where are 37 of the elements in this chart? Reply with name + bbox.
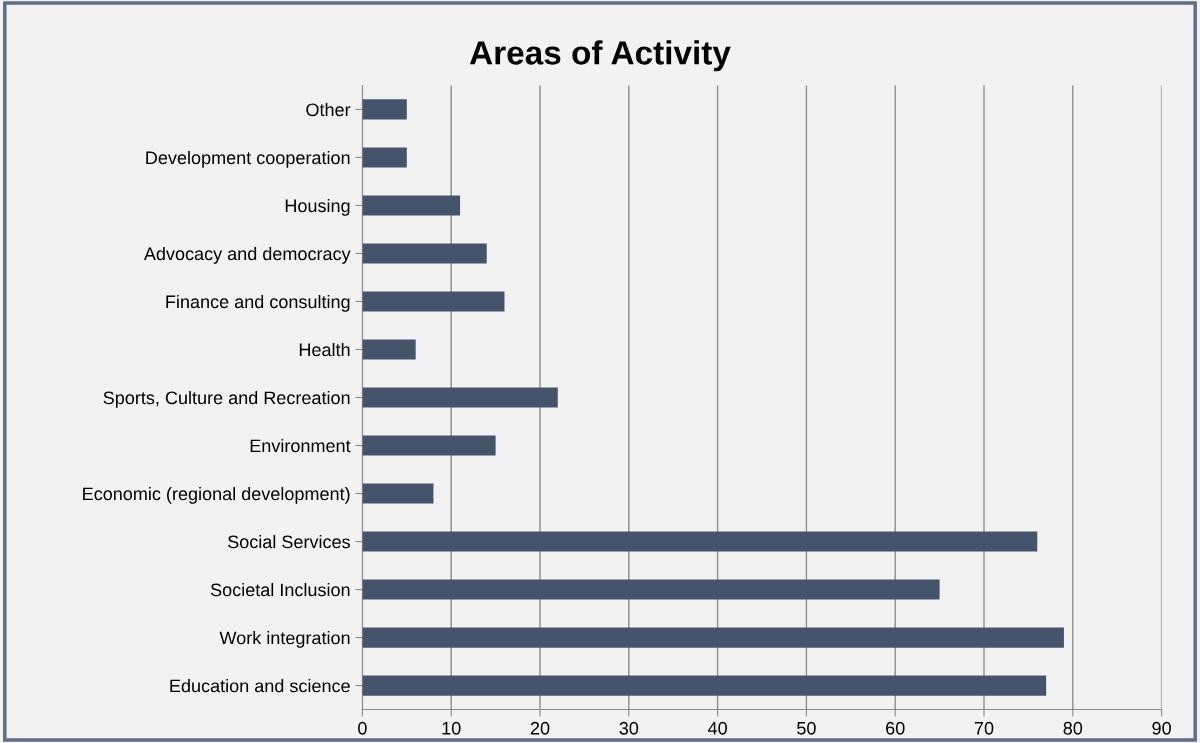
bar	[362, 483, 434, 504]
bar	[362, 435, 496, 456]
y-tick-label: Economic (regional development)	[83, 486, 350, 504]
x-tick-label: 60	[886, 721, 905, 735]
bar	[362, 339, 416, 360]
y-tick-label: Social Services	[227, 534, 350, 549]
bar	[362, 147, 407, 168]
y-tick-label: Societal Inclusion	[210, 583, 350, 597]
y-tick-label: Housing	[285, 198, 350, 216]
y-tick-label: Health	[299, 342, 350, 357]
y-tick-label: Sports, Culture and Recreation	[103, 390, 350, 408]
bar	[362, 675, 1047, 696]
x-tick-label: 20	[530, 721, 550, 735]
bar	[362, 387, 558, 408]
x-tick-label: 30	[619, 721, 639, 735]
chart-title: Areas of Activity	[469, 40, 731, 72]
x-tick-label: 10	[442, 721, 461, 735]
y-tick-label: Environment	[250, 438, 351, 453]
bar	[362, 291, 505, 312]
x-tick-label: 90	[1152, 721, 1171, 735]
y-tick-label: Advocacy and democracy	[143, 246, 351, 264]
x-tick-label: 0	[358, 721, 367, 735]
bar	[362, 243, 487, 264]
y-tick-label: Finance and consulting	[166, 294, 350, 312]
bar	[362, 99, 407, 120]
x-tick-label: 40	[707, 721, 727, 735]
x-tick-label: 80	[1063, 721, 1083, 735]
x-tick-label: 70	[974, 721, 994, 735]
x-tick-label: 50	[797, 721, 816, 735]
bar	[362, 627, 1064, 648]
y-tick-label: Education and science	[170, 679, 350, 693]
bar	[362, 579, 940, 600]
y-tick-label: Other	[306, 102, 351, 117]
bar	[362, 195, 461, 216]
bar	[362, 531, 1038, 552]
y-tick-label: Work integration	[219, 631, 350, 648]
y-tick-label: Development cooperation	[146, 150, 350, 168]
